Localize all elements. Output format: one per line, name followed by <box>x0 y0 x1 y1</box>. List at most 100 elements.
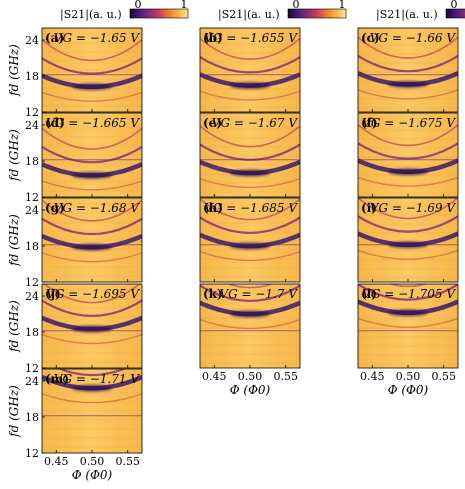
gate-voltage-label: VG = −1.71 V <box>54 372 141 386</box>
resonance-arc <box>200 250 300 262</box>
resonance-arc <box>42 145 142 164</box>
y-tick-label: 12 <box>25 106 39 119</box>
resonance-arc <box>358 198 458 220</box>
colorbar-min-label: 0 <box>293 0 300 11</box>
resonance-arc <box>42 199 142 222</box>
heatmap-panel: (k)VG = −1.7 V 0.45 0.50 0.55 <box>199 283 301 383</box>
x-tick-label: 0.50 <box>238 370 263 383</box>
x-tick-label: 0.55 <box>273 370 298 383</box>
resonance-arc <box>200 284 300 302</box>
resonance-arc <box>42 39 142 62</box>
gate-voltage-label: VG = −1.67 V <box>212 116 299 130</box>
gate-voltage-label: VG = −1.675 V <box>362 116 456 130</box>
resonance-arc <box>226 284 274 289</box>
panel-label: (b) <box>203 31 223 45</box>
panel-label: (k) <box>203 287 223 301</box>
resonance-arc <box>42 299 142 317</box>
resonance-arc <box>42 393 142 404</box>
resonance-arc <box>200 125 300 148</box>
panel-label: (h) <box>203 201 223 215</box>
heatmap-background <box>200 284 300 368</box>
resonance-arc <box>42 252 142 263</box>
y-tick-label: 12 <box>25 447 39 460</box>
colorbar <box>287 8 347 19</box>
resonance-arc <box>42 180 142 191</box>
heatmap-panel: (h)VG = −1.685 V <box>199 197 301 283</box>
colorbar <box>129 8 189 19</box>
resonance-arc <box>200 177 300 189</box>
resonance-arc <box>43 284 141 304</box>
x-tick-label: 0.45 <box>202 370 227 383</box>
resonance-minimum <box>388 168 428 176</box>
colorbar-title: |S21|(a. u.) <box>60 8 122 22</box>
y-tick-label: 24 <box>25 375 39 388</box>
x-axis-label: Φ (Φ0) <box>72 468 113 482</box>
y-tick-label: 18 <box>25 240 39 253</box>
heatmap-panel: (e)VG = −1.67 V <box>199 112 301 198</box>
heatmap-panel: (b)VG = −1.655 V <box>199 27 301 113</box>
colorbar-min-label: 0 <box>135 0 142 11</box>
panel-label: (a) <box>45 31 64 45</box>
resonance-minimum <box>72 243 112 251</box>
resonance-minimum <box>72 83 112 91</box>
y-tick-label: 24 <box>25 290 39 303</box>
y-axis-label: fd (GHz) <box>7 214 21 267</box>
resonance-arc <box>42 91 142 102</box>
x-axis-label: Φ (Φ0) <box>230 383 271 397</box>
resonance-arc <box>200 318 300 330</box>
resonance-arc <box>200 216 300 234</box>
x-tick-label: 0.50 <box>396 370 421 383</box>
resonance-arc <box>42 57 142 75</box>
resonance-minimum <box>230 82 270 90</box>
heatmap-panel: (i)VG = −1.69 V <box>357 197 459 283</box>
resonance-arc <box>200 56 300 74</box>
resonance-arc <box>358 89 458 100</box>
panel-label: (i) <box>361 201 377 215</box>
gate-voltage-label: VG = −1.68 V <box>54 201 141 215</box>
heatmap-panel: (g)VG = −1.68 V 12 18 24 <box>25 197 143 289</box>
panel-label: (m) <box>45 372 69 386</box>
resonance-arc <box>42 127 142 150</box>
gate-voltage-label: VG = −1.69 V <box>370 201 457 215</box>
resonance-minimum <box>72 171 112 179</box>
y-axis-label: fd (GHz) <box>7 129 21 182</box>
colorbar-title: |S21|(a. u.) <box>218 8 280 22</box>
resonance-arc <box>200 90 300 101</box>
resonance-arc <box>200 37 300 61</box>
panel-label: (g) <box>45 201 65 215</box>
resonance-arc <box>358 36 458 59</box>
gate-voltage-label: VG = −1.705 V <box>362 287 456 301</box>
resonance-minimum <box>230 310 270 318</box>
gate-voltage-label: VG = −1.7 V <box>219 287 298 301</box>
x-tick-label: 0.45 <box>360 370 385 383</box>
resonance-arc <box>57 369 127 377</box>
panel-label: (f) <box>361 116 378 130</box>
x-tick-label: 0.45 <box>44 455 69 468</box>
resonance-arc <box>358 54 458 73</box>
y-tick-label: 24 <box>25 34 39 47</box>
heatmap-panel: (j)VG = −1.695 V 12 18 24 <box>25 283 143 375</box>
y-axis-label: fd (GHz) <box>7 300 21 353</box>
gate-voltage-label: VG = −1.695 V <box>46 287 140 301</box>
y-tick-label: 18 <box>25 155 39 168</box>
panel-label: (l) <box>361 287 377 301</box>
y-tick-label: 24 <box>25 119 39 132</box>
y-tick-label: 18 <box>25 70 39 83</box>
resonance-minimum <box>230 169 270 177</box>
axis-labels: fd (GHz) fd (GHz) fd (GHz) fd (GHz) fd (GHz)… <box>7 44 429 482</box>
heatmap-panel: (a)VG = −1.65 V 12 18 24 <box>25 27 143 119</box>
gate-voltage-label: VG = −1.655 V <box>204 31 298 45</box>
panels: (a)VG = −1.65 V 12 18 24 (b)VG = −1.655 V (c)… <box>25 27 459 468</box>
resonance-arc <box>358 249 458 260</box>
resonance-minimum <box>72 325 112 333</box>
gate-voltage-label: VG = −1.66 V <box>370 31 457 45</box>
gate-voltage-label: VG = −1.65 V <box>54 31 141 45</box>
resonance-arc <box>388 284 428 288</box>
y-tick-label: 24 <box>25 204 39 217</box>
heatmap-panel: (l)VG = −1.705 V 0.45 0.50 0.55 <box>357 283 459 383</box>
panel-label: (c) <box>361 31 380 45</box>
resonance-arc <box>42 217 142 236</box>
gate-voltage-label: VG = −1.685 V <box>204 201 298 215</box>
colorbar-max-label: 1 <box>181 0 188 11</box>
heatmap-panel: (c)VG = −1.66 V <box>357 27 459 113</box>
